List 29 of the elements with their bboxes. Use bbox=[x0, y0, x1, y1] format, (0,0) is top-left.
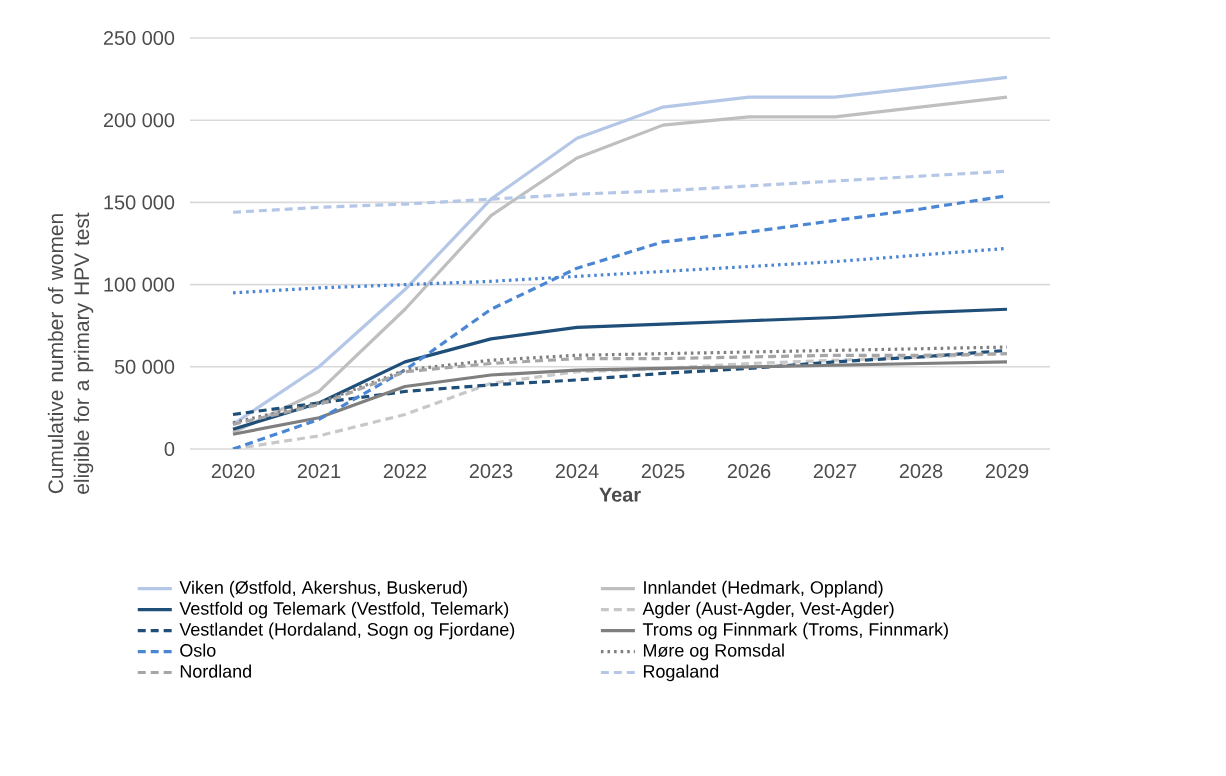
y-tick-label: 250 000 bbox=[103, 30, 175, 46]
x-tick-label: 2025 bbox=[641, 464, 685, 479]
x-tick-label: 2023 bbox=[469, 464, 513, 479]
legend-label: Vestlandet (Hordaland, Sogn og Fjordane) bbox=[179, 622, 515, 640]
line-series bbox=[231, 307, 1009, 431]
legend-label: Viken (Østfold, Akershus, Buskerud) bbox=[179, 580, 467, 598]
legend-label: Nordland bbox=[180, 664, 251, 678]
legend-label: Rogaland bbox=[643, 664, 719, 682]
x-tick-label: 2020 bbox=[211, 464, 255, 479]
y-tick-label: 150 000 bbox=[104, 195, 175, 210]
legend-label: Vestfold og Telemark (Vestfold, Telemark) bbox=[179, 601, 509, 619]
legend-label: Innlandet (Hedmark, Oppland) bbox=[644, 580, 883, 598]
y-axis-title: Cumulative number of women eligible for a primary HPV test bbox=[47, 212, 94, 494]
x-tick-label: 2024 bbox=[555, 464, 599, 479]
x-axis-title: Year bbox=[599, 487, 641, 502]
x-tick-label: 2026 bbox=[727, 464, 771, 479]
x-tick-label: 2028 bbox=[899, 464, 943, 479]
x-tick-label: 2022 bbox=[383, 464, 427, 479]
y-tick-label: 0 bbox=[164, 441, 175, 457]
x-tick-label: 2021 bbox=[297, 464, 341, 479]
legend-label: Troms og Finnmark (Troms, Finnmark) bbox=[642, 622, 948, 640]
legend-label: Møre og Romsdal bbox=[643, 643, 784, 661]
y-tick-label: 100 000 bbox=[104, 277, 175, 292]
y-tick-label: 50 000 bbox=[114, 359, 175, 374]
x-tick-label: 2027 bbox=[813, 464, 857, 479]
y-tick-label: 200 000 bbox=[103, 113, 175, 128]
legend-label: Agder (Aust-Agder, Vest-Agder) bbox=[642, 601, 894, 619]
legend-label: Oslo bbox=[180, 643, 216, 657]
x-tick-label: 2029 bbox=[985, 464, 1029, 479]
